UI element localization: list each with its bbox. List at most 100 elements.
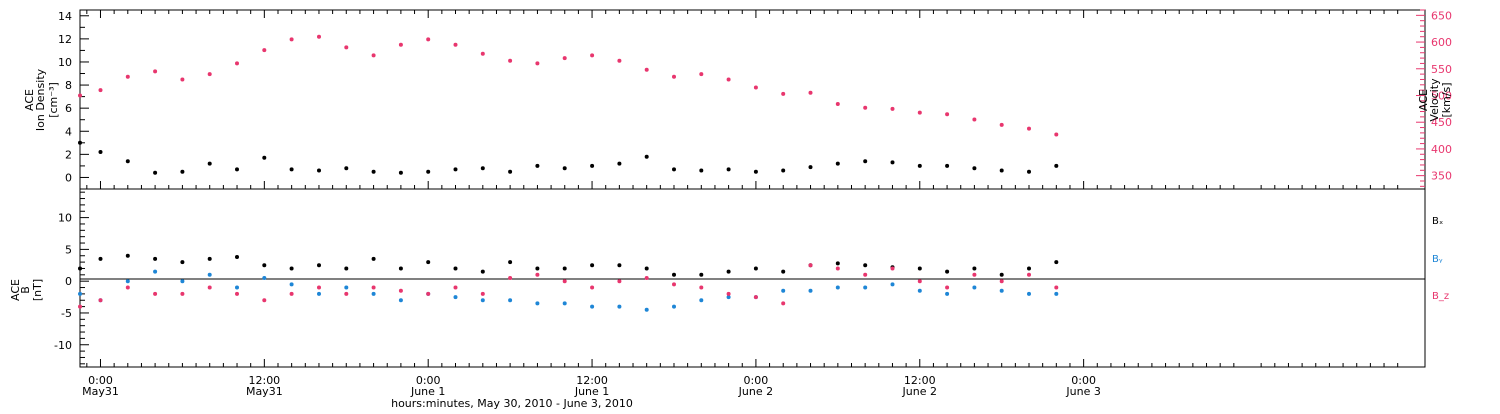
bx-point: [699, 272, 704, 277]
bz-point: [890, 266, 895, 271]
bz-point: [235, 291, 239, 296]
velocity-point: [535, 61, 540, 66]
density-point: [125, 159, 130, 164]
bx-point: [125, 253, 130, 258]
top-right-label-3: [km/s]: [1440, 82, 1453, 117]
velocity-point: [289, 37, 294, 42]
top-left-label-2: Ion Density: [34, 68, 47, 131]
bx-point: [972, 266, 977, 271]
legend-by: Bᵧ: [1432, 254, 1443, 265]
bx-point: [508, 260, 513, 265]
velocity-tick-label: 650: [1431, 9, 1452, 22]
x-tick-time-label: 12:00: [904, 374, 936, 387]
velocity-point: [207, 72, 212, 77]
density-point: [1054, 163, 1059, 168]
bz-point: [125, 285, 130, 290]
bx-point: [999, 272, 1004, 277]
top-right-label-1: ACE: [1417, 89, 1430, 111]
velocity-tick-label: 350: [1431, 170, 1452, 183]
top-right-ticks: 350 400 450 500 550 600 650: [1416, 9, 1452, 187]
bx-point: [726, 269, 731, 274]
bz-point: [153, 291, 158, 296]
x-tick-time-label: 0:00: [88, 374, 113, 387]
density-point: [153, 170, 158, 175]
velocity-point: [180, 77, 185, 82]
by-point: [125, 279, 130, 284]
velocity-point: [98, 88, 103, 93]
density-point: [535, 163, 540, 168]
by-point: [289, 282, 294, 287]
bz-point: [98, 298, 103, 303]
bz-point: [1054, 285, 1059, 290]
density-tick-label: 12: [58, 33, 72, 46]
b-tick-label: -5: [61, 307, 72, 320]
top-right-label-2: Velocity: [1428, 78, 1441, 122]
x-axis-title: hours:minutes, May 30, 2010 - June 3, 20…: [391, 397, 633, 410]
density-point: [235, 167, 239, 172]
bz-point: [753, 295, 758, 300]
velocity-point: [808, 90, 813, 95]
by-point: [726, 295, 731, 300]
x-tick-date-label: June 2: [738, 385, 773, 398]
by-point: [562, 301, 567, 306]
bz-point: [398, 288, 403, 293]
bx-point: [180, 260, 185, 265]
velocity-point: [344, 45, 349, 50]
bz-point: [644, 276, 649, 280]
by-point: [262, 276, 267, 280]
density-point: [480, 166, 485, 171]
density-point: [289, 167, 294, 172]
x-tick-time-label: 0:00: [1071, 374, 1096, 387]
by-point: [78, 291, 82, 296]
by-point: [835, 285, 840, 290]
bx-point: [317, 263, 321, 268]
density-tick-label: 8: [65, 79, 72, 92]
density-point: [753, 169, 758, 174]
density-point: [835, 161, 840, 166]
velocity-point: [890, 106, 895, 111]
density-tick-label: 0: [65, 171, 72, 184]
density-point: [398, 170, 403, 175]
velocity-point: [153, 69, 158, 74]
velocity-tick-label: 400: [1431, 143, 1452, 156]
bz-point: [535, 272, 540, 277]
by-point: [508, 298, 513, 303]
by-point: [972, 285, 977, 290]
x-tick-date-label: June 3: [1065, 385, 1100, 398]
bz-point: [617, 279, 622, 284]
bz-point: [371, 285, 376, 290]
by-point: [1054, 291, 1059, 296]
bx-point: [781, 269, 786, 274]
bz-point: [508, 276, 513, 280]
x-tick-time-label: 0:00: [744, 374, 769, 387]
x-tick-date-label: June 1: [574, 385, 609, 398]
density-point: [508, 169, 513, 174]
density-point: [972, 166, 977, 171]
velocity-tick-label: 600: [1431, 36, 1452, 49]
bx-point: [672, 272, 676, 277]
by-point: [890, 282, 895, 287]
velocity-point: [617, 58, 622, 63]
b-tick-label: -10: [54, 339, 72, 352]
bx-point: [535, 266, 540, 271]
bx-point: [371, 256, 376, 261]
bx-point: [453, 266, 458, 271]
x-tick-time-label: 0:00: [416, 374, 441, 387]
density-point: [699, 168, 704, 173]
bz-point: [317, 285, 321, 290]
bz-point: [562, 279, 567, 284]
bx-point: [945, 269, 950, 274]
velocity-point: [917, 110, 922, 115]
x-tick-date-label: June 2: [902, 385, 937, 398]
x-tick-time-label: 12:00: [576, 374, 608, 387]
bx-point: [398, 266, 403, 271]
bx-point: [1054, 260, 1059, 265]
density-point: [98, 150, 103, 154]
density-point: [78, 140, 82, 145]
bx-point: [617, 263, 622, 268]
bz-point: [207, 285, 212, 290]
by-point: [917, 288, 922, 293]
by-point: [699, 298, 704, 303]
top-left-label-1: ACE: [23, 89, 36, 111]
velocity-point: [644, 67, 649, 72]
